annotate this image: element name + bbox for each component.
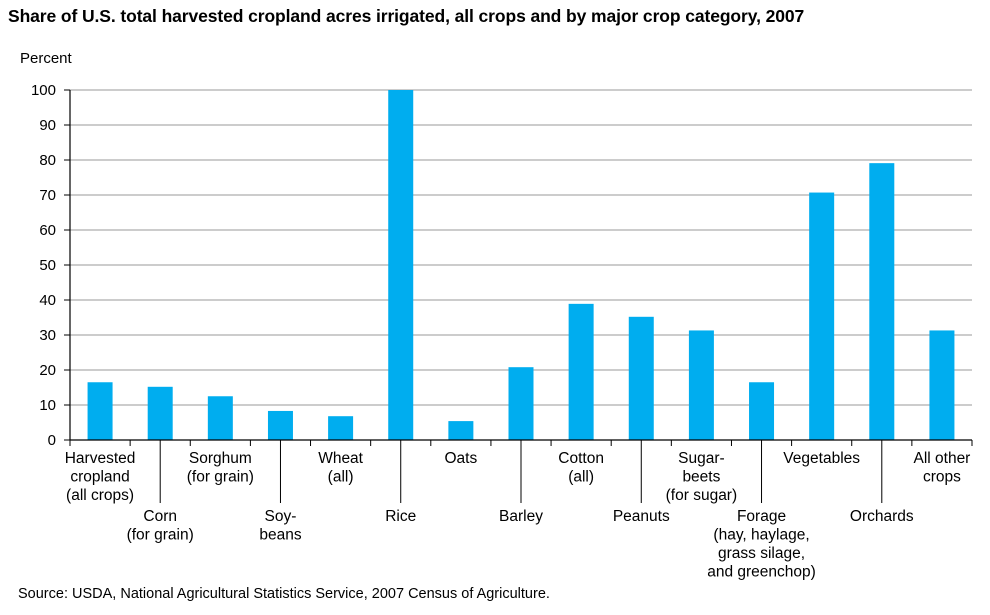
bar [328, 416, 354, 440]
y-tick-label: 100 [31, 82, 56, 99]
x-tick-label: Wheat [318, 450, 363, 467]
bar [929, 330, 955, 440]
x-tick-label: Sugar- [678, 450, 725, 467]
x-tick-label: Vegetables [783, 450, 860, 467]
x-tick-label: Oats [444, 450, 477, 467]
y-tick-label: 90 [39, 117, 56, 134]
chart-title: Share of U.S. total harvested cropland a… [8, 6, 805, 26]
x-tick-label: Soy- [265, 508, 297, 525]
x-tick-label: (for sugar) [666, 487, 738, 504]
y-tick-label: 10 [39, 397, 56, 414]
x-tick-label: (all) [328, 469, 354, 486]
y-tick-label: 60 [39, 222, 56, 239]
x-tick-label: Corn [143, 508, 177, 525]
x-tick-label: Barley [499, 508, 543, 525]
bar [809, 192, 835, 440]
y-tick-label: 40 [39, 292, 56, 309]
bar [869, 163, 895, 440]
x-tick-label: beans [259, 527, 301, 544]
y-tick-label: 30 [39, 327, 56, 344]
x-tick-label: grass silage, [718, 545, 805, 562]
bar [207, 396, 233, 440]
y-tick-label: 70 [39, 187, 56, 204]
source-note: Source: USDA, National Agricultural Stat… [18, 586, 550, 602]
x-tick-label: Rice [385, 508, 416, 525]
x-tick-label: (all) [568, 469, 594, 486]
bar [147, 386, 173, 440]
x-tick-label: All other [913, 450, 970, 467]
x-tick-label: Sorghum [189, 450, 252, 467]
x-tick-label: (hay, haylage, [713, 527, 809, 544]
bar [267, 410, 293, 440]
x-tick-label: Forage [737, 508, 786, 525]
bar [688, 330, 714, 440]
bar [388, 90, 414, 440]
y-tick-label: 0 [48, 432, 56, 449]
bar [749, 382, 775, 440]
x-tick-label: and greenchop) [707, 564, 816, 581]
x-tick-label: (all crops) [66, 487, 134, 504]
y-axis-label: Percent [20, 50, 73, 67]
x-tick-label: (for grain) [127, 527, 194, 544]
y-tick-label: 50 [39, 257, 56, 274]
bar [448, 421, 474, 440]
x-tick-label: Peanuts [613, 508, 670, 525]
bar [508, 367, 534, 440]
y-tick-label: 80 [39, 152, 56, 169]
bar [628, 316, 654, 440]
x-tick-label: crops [923, 469, 961, 486]
x-tick-label: (for grain) [187, 469, 254, 486]
x-tick-label: Harvested [65, 450, 136, 467]
bar [568, 303, 594, 440]
x-tick-label: beets [682, 469, 720, 486]
x-tick-label: Orchards [850, 508, 914, 525]
x-tick-label: Cotton [558, 450, 604, 467]
x-tick-label: cropland [70, 469, 129, 486]
bar [87, 382, 113, 440]
y-tick-label: 20 [39, 362, 56, 379]
